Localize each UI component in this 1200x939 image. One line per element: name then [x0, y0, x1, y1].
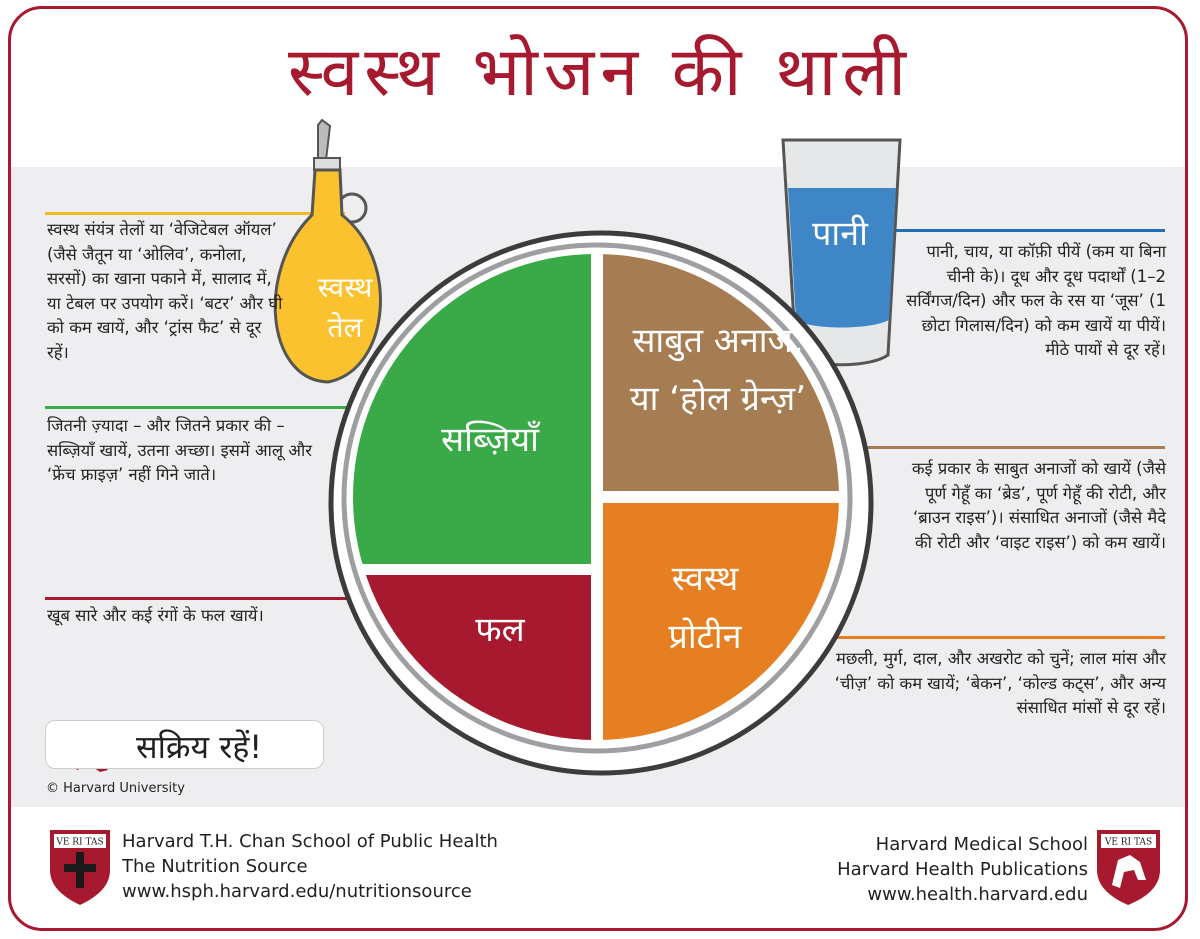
footer-right: Harvard Medical School Harvard Health Pu…	[837, 832, 1088, 907]
protein-label: स्वस्थ प्रोटीन	[668, 559, 742, 657]
stay-active-badge: सक्रिय रहें!	[45, 720, 324, 769]
hms-shield-motto: VE RI TAS	[1104, 838, 1152, 848]
water-rule	[890, 229, 1165, 232]
hsph-url[interactable]: www.hsph.harvard.edu/nutritionsource	[122, 881, 472, 902]
stay-active-text: सक्रिय रहें!	[136, 728, 263, 766]
oil-description: स्वस्थ संयंत्र तेलों या ‘वेजिटेबल ऑयल’ (…	[47, 220, 283, 362]
hms-name: Harvard Medical School	[875, 834, 1088, 855]
grains-label: साबुत अनाज, या ‘होल ग्रेन्ज़’	[629, 321, 807, 419]
hsph-name: Harvard T.H. Chan School of Public Healt…	[122, 831, 498, 852]
vegetables-label: सब्ज़ियाँ	[441, 420, 539, 460]
water-label: पानी	[812, 214, 868, 254]
hms-shield-icon: VE RI TAS	[1097, 830, 1160, 905]
water-description: पानी, चाय, या कॉफ़ी पीयें (कम या बिना ची…	[906, 242, 1166, 359]
grains-rule	[800, 446, 1165, 449]
health-publications: Harvard Health Publications	[837, 859, 1088, 880]
protein-rule	[790, 636, 1165, 639]
footer-left: Harvard T.H. Chan School of Public Healt…	[122, 829, 498, 904]
page-title: स्वस्थ भोजन की थाली	[288, 33, 912, 112]
fruits-label: फल	[475, 610, 525, 650]
oil-label: स्वस्थ तेल	[290, 268, 400, 348]
vegetables-rule	[45, 406, 380, 409]
fruits-description: खूब सारे और कई रंगों के फल खायें।	[47, 606, 264, 625]
plate-inner-ring	[341, 242, 853, 754]
oil-label-line-1: स्वस्थ	[317, 271, 373, 304]
oil-label-line-2: तेल	[327, 311, 363, 344]
nutrition-source: The Nutrition Source	[122, 856, 308, 877]
grains-description: कई प्रकार के साबुत अनाजों को खायें (जैसे…	[911, 459, 1166, 552]
fruits-rule	[45, 597, 380, 600]
hsph-shield-motto: VE RI TAS	[55, 838, 103, 848]
oil-bottle-icon	[273, 118, 382, 384]
copyright: © Harvard University	[46, 781, 185, 796]
health-url[interactable]: www.health.harvard.edu	[867, 884, 1088, 905]
protein-description: मछली, मुर्ग, दाल, और अखरोट को चुनें; लाल…	[834, 649, 1166, 717]
oil-rule	[45, 212, 345, 215]
water-glass-icon	[781, 138, 902, 367]
hsph-shield-icon: VE RI TAS	[50, 830, 110, 905]
vegetables-description: जितनी ज़्यादा – और जितने प्रकार की – सब्…	[47, 416, 312, 484]
